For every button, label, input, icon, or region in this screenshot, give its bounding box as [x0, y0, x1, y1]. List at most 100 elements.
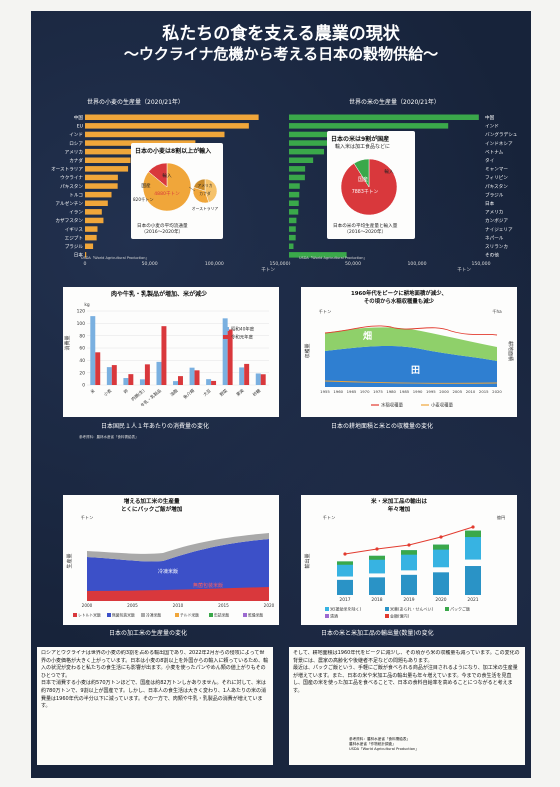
area-frozen-rice [87, 533, 269, 562]
y2-axis-unit: 千ha [492, 308, 502, 315]
ytick-20: 20 [79, 370, 85, 376]
bar-label-アメリカ: アメリカ [485, 210, 503, 216]
bar-label-オーストラリア: オーストラリア [51, 167, 83, 173]
bar-label-タイ: タイ [485, 157, 494, 164]
bar-label-アメリカ: アメリカ [65, 149, 83, 155]
xtick-野菜: 野菜 [218, 387, 230, 398]
bar-paddy-2017 [337, 579, 353, 595]
poster: 私たちの食を支える農業の現状 ～ウクライナ危機から考える日本の穀物供給～ 世界の… [31, 11, 531, 778]
rice-chart-title: 世界の米の生産量（2020/21年） [349, 99, 440, 106]
label-field: 畑 [363, 330, 372, 342]
legend-swatch-無菌包装米飯 [107, 613, 111, 617]
bar-スリランカ [289, 243, 294, 249]
bar-label-ベトナム: ベトナム [485, 149, 504, 155]
xtick-魚介類: 魚介類 [182, 387, 197, 401]
xtick-2019: 2019 [403, 597, 414, 603]
tick-50,000: 50,000 [345, 261, 361, 267]
xtick-2005: 2005 [127, 603, 138, 608]
bar-中国 [289, 114, 479, 120]
reference-1: 参考資料：農林水産省「食料需給表」 [349, 737, 411, 741]
y-axis-unit: kg [84, 302, 90, 308]
bar-label-中国: 中国 [74, 114, 84, 121]
area-retort-rice [87, 587, 269, 601]
wheat-callout-panel: 日本の小麦は8割以上が輸入 輸入 4880千トン 国産 820千トン アメリカ カナダ オー… [131, 143, 223, 239]
rice-callout: 日本の米は9割が国産 [331, 136, 390, 143]
bar-昭和40年度-小麦 [106, 367, 112, 385]
bar-イラン [85, 209, 102, 215]
bar-label-スリランカ: スリランカ [485, 244, 508, 250]
bar-昭和40年度-大豆 [206, 379, 212, 385]
bar-バングラデシュ [289, 131, 334, 138]
legend-label-小麦収穫量: 小麦収穫量 [431, 402, 454, 409]
wheat-pie-label-domestic: 国産 [141, 182, 151, 189]
point-amount-2018 [375, 547, 379, 551]
legend-swatch-パックご飯 [445, 607, 449, 611]
bar-label-ミャンマー: ミャンマー [485, 167, 508, 173]
bar-昭和40年度-魚介類 [189, 367, 195, 385]
bar-令和元年度-牛乳・乳製品 [161, 326, 167, 385]
bar-カナダ [85, 157, 131, 163]
bar-rice-2017 [337, 561, 353, 577]
bar-昭和40年度-砂糖 [255, 373, 261, 385]
body-right-box: そして、耕地面積は1960年代をピークに減少し、その頃から米の収穫量も減っていま… [289, 647, 525, 765]
bar-昭和40年度-肉類(生) [139, 379, 145, 385]
tick-150,000: 150,000 [270, 261, 289, 267]
wheat-subpie-label-canada: カナダ [199, 191, 211, 196]
point-amount-2019 [407, 543, 411, 547]
xtick-米: 米 [89, 387, 97, 396]
area-rice-paddy [325, 345, 497, 387]
rice-pie-label-import: 輸入 [384, 168, 394, 175]
wheat-subpie-australia [193, 178, 206, 192]
legend-label-令和元年度: 令和元年度 [231, 334, 254, 341]
area-upland-field [325, 327, 497, 361]
bar-label-アルゼンチン: アルゼンチン [55, 200, 83, 207]
bar-昭和40年度-米 [90, 316, 96, 385]
tick-100,000: 100,000 [205, 261, 224, 267]
xtick-1980: 1980 [386, 389, 396, 394]
xtick-1995: 1995 [426, 389, 436, 394]
bar-昭和40年度-果実 [239, 367, 245, 385]
bar-令和元年度-果実 [244, 363, 250, 385]
legend-label-パックご飯: パックご飯 [450, 606, 470, 612]
bar-label-ネパール: ネパール [485, 235, 504, 241]
bar-rice-2019 [401, 550, 417, 571]
bar-label-カナダ: カナダ [69, 157, 83, 164]
consumption-callout: 肉や牛乳・乳製品が増加、米が減少 [111, 291, 208, 298]
bar-rice-2018 [369, 555, 385, 574]
bar-label-インド: インド [485, 125, 499, 130]
legend-label-チルド米飯: チルド米飯 [180, 613, 199, 618]
legend-label-金額(億円): 金額(億円) [390, 613, 410, 619]
bar-令和元年度-大豆 [211, 380, 217, 385]
wheat-source-note: USDA「World Agricultural Production」 [81, 256, 149, 260]
bar-rice-2021 [465, 530, 481, 560]
bar-アメリカ [289, 209, 299, 215]
bar-イギリス [85, 226, 98, 232]
legend-swatch-缶詰米飯 [209, 613, 213, 617]
wheat-pie-label-import: 輸入 [162, 172, 172, 179]
bar-日本 [289, 200, 299, 206]
xtick-砂糖: 砂糖 [251, 387, 263, 398]
wheat-pie-value-domestic: 820千トン [133, 196, 154, 203]
legend-swatch-レトルト米飯 [73, 613, 77, 617]
bar-label-トルコ: トルコ [69, 192, 83, 198]
bar-昭和40年度-卵 [123, 378, 129, 385]
bar-トルコ [85, 191, 112, 198]
reference-2: 農林水産省「作物統計調査」 [349, 742, 396, 746]
line-wheat-harvest [324, 380, 498, 384]
bar-昭和40年度-油脂 [173, 381, 178, 385]
processed-title: 日本の加工米の生産量の変化 [109, 630, 188, 637]
legend-swatch-昭和40年度 [223, 327, 229, 331]
tick-150,000: 150,000 [472, 261, 491, 267]
bar-label-カンボジア: カンボジア [485, 217, 508, 224]
rice-source-note: USDA「World Agricultural Production」 [299, 256, 367, 260]
bar-sake-2021 [465, 530, 481, 538]
processed-panel: 増える加工米の生産量 とくにパックご飯が増加 冷凍米飯 無菌包装米飯 2000 200… [63, 495, 279, 625]
wheat-subpie-label-america: アメリカ [197, 183, 212, 188]
ytick-0: 0 [82, 383, 85, 389]
xtick-2005: 2005 [452, 389, 462, 394]
point-amount-2020 [439, 535, 443, 539]
tick-100,000: 100,000 [408, 261, 427, 267]
bar-令和元年度-野菜 [227, 329, 233, 385]
